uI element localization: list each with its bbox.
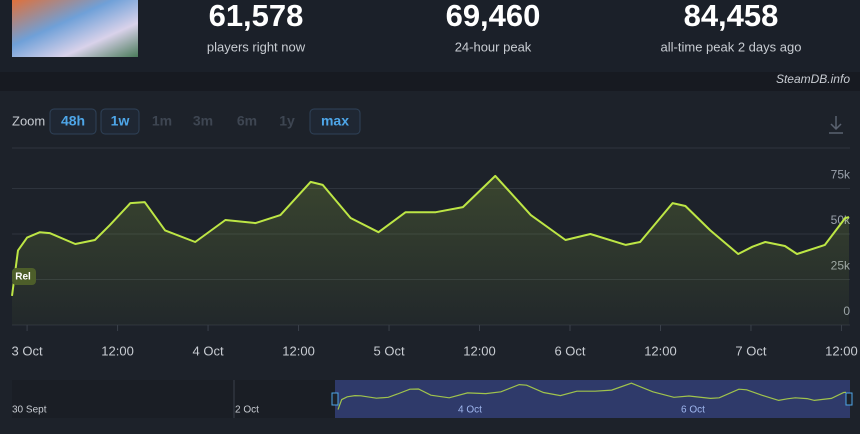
stat-value: 84,458	[684, 0, 779, 33]
game-thumbnail	[12, 0, 138, 57]
stat-label: players right now	[207, 39, 306, 54]
navigator-handle[interactable]	[845, 392, 853, 406]
download-icon[interactable]	[829, 116, 843, 134]
x-tick-label: 4 Oct	[193, 343, 224, 358]
navigator-label: 2 Oct	[235, 405, 259, 416]
zoom-label: Zoom	[12, 113, 45, 128]
x-tick-label: 3 Oct	[12, 343, 43, 358]
zoom-option[interactable]: 6m	[237, 113, 257, 129]
navigator-label: 6 Oct	[681, 405, 705, 416]
zoom-button[interactable]	[100, 108, 140, 135]
zoom-option[interactable]: 1m	[152, 113, 172, 129]
annotation-badge	[12, 268, 36, 285]
x-tick-label: 12:00	[101, 343, 134, 358]
zoom-option[interactable]: 48h	[61, 113, 85, 129]
zoom-button[interactable]	[309, 108, 361, 135]
zoom-button[interactable]	[49, 108, 97, 135]
stat-value: 61,578	[209, 0, 304, 33]
navigator-label: 4 Oct	[458, 405, 482, 416]
x-tick-label: 12:00	[825, 343, 858, 358]
series-area	[12, 175, 849, 325]
zoom-option[interactable]: 1y	[279, 113, 295, 129]
zoom-option[interactable]: max	[321, 113, 349, 129]
navigator-selection[interactable]	[335, 380, 850, 418]
x-tick-label: 5 Oct	[373, 343, 404, 358]
x-tick-label: 12:00	[463, 343, 496, 358]
zoom-option[interactable]: 1w	[111, 113, 130, 129]
zoom-option[interactable]: 3m	[193, 113, 213, 129]
y-tick-label: 75k	[831, 168, 851, 182]
navigator-line	[337, 382, 847, 410]
annotation: Rel	[15, 272, 31, 283]
stat-label: all-time peak 2 days ago	[661, 39, 802, 54]
stat-label: 24-hour peak	[455, 39, 532, 54]
x-tick-label: 12:00	[644, 343, 677, 358]
watermark: SteamDB.info	[776, 72, 850, 86]
series-line	[11, 174, 850, 297]
x-tick-label: 12:00	[282, 343, 315, 358]
stat-value: 69,460	[446, 0, 541, 33]
navigator-handle[interactable]	[331, 392, 339, 406]
header-bg	[0, 0, 860, 72]
x-tick-label: 7 Oct	[735, 343, 766, 358]
navigator-label: 30 Sept	[12, 405, 47, 416]
x-tick-label: 6 Oct	[554, 343, 585, 358]
